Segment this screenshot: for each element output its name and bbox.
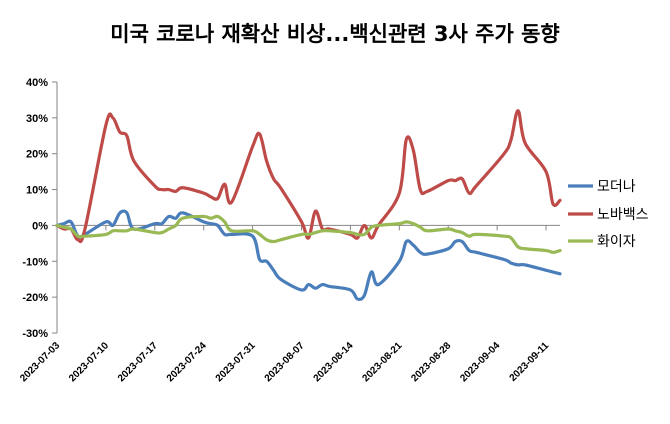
y-tick-label: -20% [22,292,48,304]
chart-axes [56,82,560,333]
series-line-3 [55,214,562,254]
y-axis-ticks: 40% 30% 20% 10% 0% -10% -20% -30% [22,77,57,340]
y-tick-label: 0% [32,220,48,232]
x-tick-label: 2023-07-24 [165,340,209,384]
legend-label-2: 노바백스 [597,207,649,223]
series-lines [55,109,562,301]
y-tick-label: -10% [22,256,48,268]
x-tick-label: 2023-07-10 [67,340,111,384]
y-tick-label: 10% [26,185,48,197]
legend-label-1: 모더나 [597,179,636,195]
y-tick-label: 40% [26,77,48,89]
x-tick-label: 2023-08-28 [409,340,453,384]
series-line-1 [55,209,562,301]
x-tick-label: 2023-08-14 [312,340,356,384]
x-tick-label: 2023-08-21 [360,340,404,384]
x-tick-label: 2023-08-07 [263,340,307,384]
y-tick-label: -30% [22,328,48,340]
x-tick-label: 2023-07-17 [116,340,160,384]
y-tick-label: 20% [26,149,48,161]
x-tick-label: 2023-07-03 [18,340,62,384]
series-line-2 [55,109,562,244]
x-axis-ticks: 2023-07-03 2023-07-10 2023-07-17 2023-07-24… [18,225,551,384]
legend-label-3: 화이자 [597,234,636,250]
x-tick-label: 2023-09-04 [458,340,502,384]
x-tick-label: 2023-09-11 [508,340,552,384]
x-tick-label: 2023-07-31 [214,340,258,384]
chart-title: 미국 코로나 재확산 비상...백신관련 3사 주가 동향 [110,22,560,46]
y-tick-label: 30% [26,113,48,125]
